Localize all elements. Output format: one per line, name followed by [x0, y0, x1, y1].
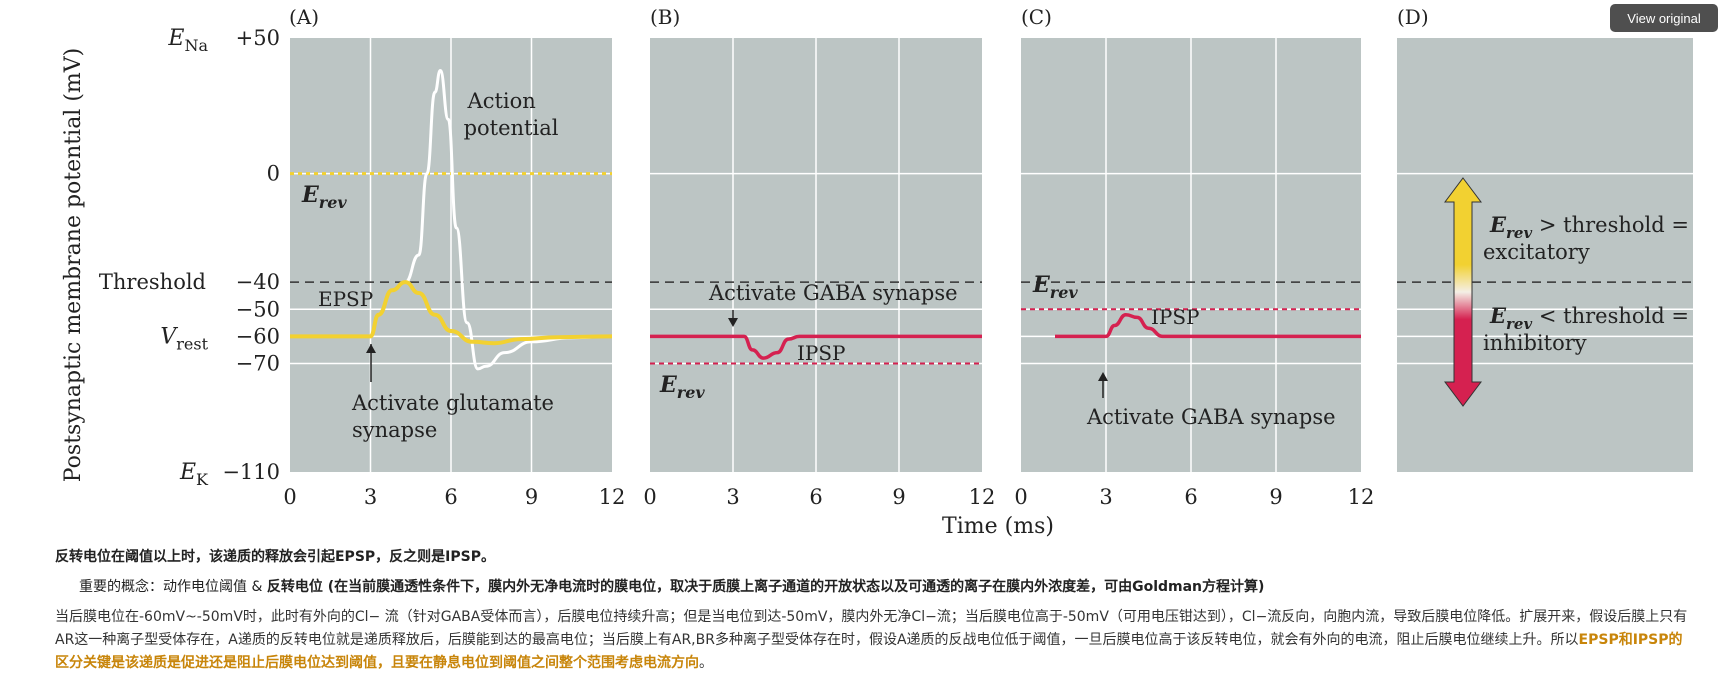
panel-c-stimulus-label: Activate GABA synapse	[1086, 405, 1336, 429]
y-tick-label: −110	[222, 460, 280, 484]
panel-b-stimulus-label: Activate GABA synapse	[708, 281, 958, 305]
y-tick-label: −50	[236, 297, 280, 321]
panel-b-ipsp-curve	[650, 334, 982, 360]
stimulus-arrow-b	[728, 310, 738, 327]
notes-concept-bold: 反转电位 (在当前膜通透性条件下，膜内外无净电流时的膜电位，取决于质膜上离子通道…	[266, 579, 1265, 595]
panel-b-letter: (B)	[650, 5, 680, 29]
x-tick-label: 3	[364, 485, 377, 509]
panel-a: (A) Erev EPSP Action potential Activate …	[289, 5, 613, 472]
action-potential-label: Action potential	[464, 89, 559, 140]
y-tick-label: −60	[236, 324, 280, 348]
inhibitory-label: Erev < threshold = inhibitory	[1483, 303, 1696, 355]
x-tick-label: 9	[1269, 485, 1282, 509]
notes-body-end: 。	[699, 655, 713, 671]
y-axis-label: Postsynaptic membrane potential (mV)	[61, 48, 86, 483]
epsp-label: EPSP	[318, 287, 373, 311]
y-tick-label: −70	[236, 352, 280, 376]
y-tick-label: +50	[236, 26, 280, 50]
x-tick-label: 0	[283, 485, 296, 509]
notes-section: 反转电位在阈值以上时，该递质的释放会引起EPSP，反之则是IPSP。 重要的概念…	[55, 546, 1695, 675]
y-tick-label: 0	[267, 162, 280, 186]
notes-body: 当后膜电位在-60mV~-50mV时，此时有外向的Cl− 流（针对GABA受体而…	[55, 606, 1695, 675]
x-tick-label: 3	[1099, 485, 1112, 509]
y-reference-marker: Threshold	[99, 270, 206, 294]
y-reference-marker: Vrest	[160, 324, 208, 353]
x-tick-label: 6	[1184, 485, 1197, 509]
x-tick-label: 12	[969, 485, 996, 509]
y-tick-label: −40	[236, 270, 280, 294]
x-tick-label: 3	[726, 485, 739, 509]
x-tick-label: 12	[599, 485, 626, 509]
notes-concept-prefix: 重要的概念：动作电位阈值 &	[79, 579, 267, 595]
y-reference-marker: ENa	[167, 26, 208, 55]
figure: Postsynaptic membrane potential (mV) +50…	[61, 5, 1696, 539]
y-reference-marker: EK	[179, 460, 209, 489]
panel-a-stimulus-label: Activate glutamate synapse	[351, 391, 561, 442]
panel-b-ipsp-label: IPSP	[797, 341, 846, 365]
x-tick-label: 9	[892, 485, 905, 509]
stimulus-arrow-a	[366, 344, 376, 382]
x-tick-label: 12	[1348, 485, 1375, 509]
x-tick-label: 6	[444, 485, 457, 509]
notes-concept: 重要的概念：动作电位阈值 & 反转电位 (在当前膜通透性条件下，膜内外无净电流时…	[79, 576, 1695, 596]
notes-body-text: 当后膜电位在-60mV~-50mV时，此时有外向的Cl− 流（针对GABA受体而…	[55, 609, 1688, 648]
panel-c: (C) Erev IPSP Activate GABA synapse	[1021, 5, 1361, 472]
excitatory-inhibitory-double-arrow	[1444, 177, 1482, 407]
panel-d: (D) Erev > threshold = excitatory Erev <…	[1397, 5, 1696, 472]
panel-c-ipsp-label: IPSP	[1151, 305, 1200, 329]
x-tick-label: 9	[525, 485, 538, 509]
panel-a-erev-label: Erev	[301, 182, 347, 212]
x-tick-label: 6	[809, 485, 822, 509]
panel-d-letter: (D)	[1397, 5, 1429, 29]
excitatory-label: Erev > threshold = excitatory	[1483, 212, 1696, 264]
panel-b: (B) Activate GABA synapse IPSP Erev	[650, 5, 982, 472]
x-axis-label: Time (ms)	[942, 514, 1054, 539]
panel-c-ipsp-curve	[1055, 312, 1361, 339]
view-original-button[interactable]: View original	[1610, 4, 1718, 32]
x-tick-labels: 0 3 6 9 12 0 3 6 9 12 0 3 6 9 12	[283, 485, 1374, 509]
stimulus-arrow-c	[1098, 372, 1108, 398]
panel-c-erev-label: Erev	[1032, 272, 1078, 302]
panel-c-letter: (C)	[1021, 5, 1052, 29]
x-tick-label: 0	[1014, 485, 1027, 509]
x-tick-label: 0	[643, 485, 656, 509]
panel-d-grid	[1397, 172, 1693, 365]
action-potential-curve	[391, 68, 613, 371]
panel-b-erev-label: Erev	[659, 372, 705, 402]
panel-d-plot-area	[1397, 38, 1693, 472]
panel-a-letter: (A)	[289, 5, 319, 29]
notes-body-highlight: EPSP和IPSP的区分关键是该递质是促进还是阻止后膜电位达到阈值，且要在静息电…	[55, 632, 1683, 671]
notes-summary: 反转电位在阈值以上时，该递质的释放会引起EPSP，反之则是IPSP。	[55, 549, 495, 565]
epsp-curve	[290, 280, 613, 346]
y-tick-labels: +50 ENa 0 −40 Threshold −50 −60 Vrest −70 −110 EK	[99, 26, 280, 489]
